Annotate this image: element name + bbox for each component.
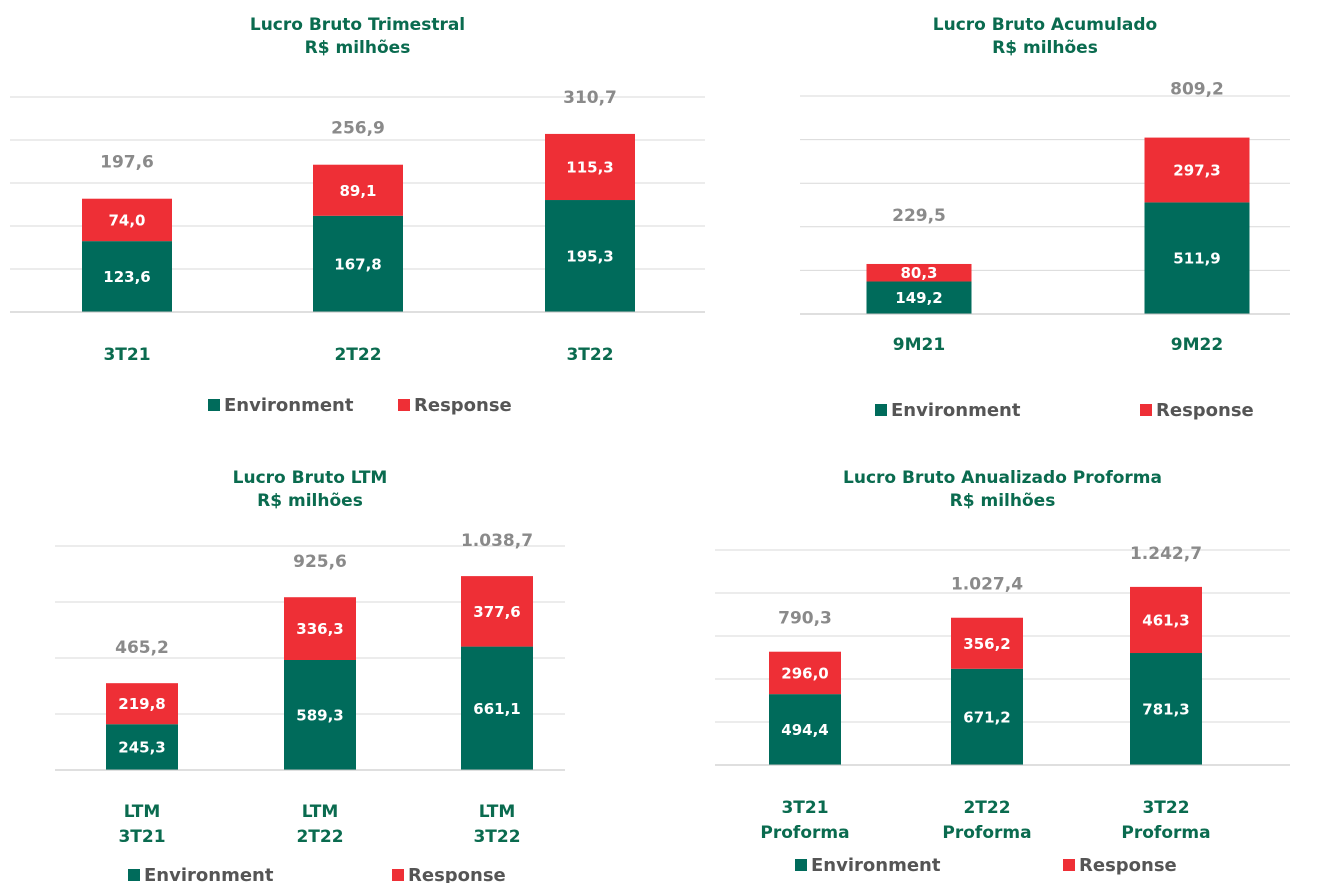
bar-segment <box>82 198 172 242</box>
legend-label: Response <box>408 865 506 883</box>
legend-swatch <box>392 869 404 881</box>
category-label: 2T22 <box>334 345 381 365</box>
total-label: 310,7 <box>563 88 617 108</box>
bar-segment <box>284 659 356 770</box>
segment-label: 661,1 <box>473 700 520 718</box>
bar-segment <box>82 241 172 312</box>
chart-title: Lucro Bruto Acumulado <box>933 15 1157 35</box>
total-label: 1.027,4 <box>951 575 1023 595</box>
total-label: 925,6 <box>293 552 347 572</box>
segment-label: 195,3 <box>566 248 613 266</box>
category-label: 3T22 Proforma <box>1121 798 1210 843</box>
chart-subtitle: R$ milhões <box>257 491 363 511</box>
chart-subtitle: R$ milhões <box>950 491 1056 511</box>
bar-segment <box>1130 586 1202 654</box>
bar-segment <box>866 281 972 314</box>
segment-label: 80,3 <box>900 264 937 282</box>
segment-label: 297,3 <box>1173 162 1220 180</box>
bar-segment <box>769 694 841 765</box>
segment-label: 115,3 <box>566 158 613 176</box>
segment-label: 781,3 <box>1142 701 1189 719</box>
segment-label: 377,6 <box>473 603 520 621</box>
total-label: 1.242,7 <box>1130 544 1202 564</box>
bar-segment <box>313 164 403 216</box>
total-label: 229,5 <box>892 206 946 226</box>
total-label: 256,9 <box>331 119 385 139</box>
segment-label: 167,8 <box>334 255 381 273</box>
legend-label: Response <box>414 395 512 416</box>
segment-label: 123,6 <box>103 268 150 286</box>
total-label: 790,3 <box>778 609 832 629</box>
legend-label: Environment <box>891 400 1021 421</box>
legend-label: Environment <box>811 855 941 876</box>
legend-swatch <box>875 404 887 416</box>
segment-label: 219,8 <box>118 695 165 713</box>
legend-swatch <box>1063 859 1075 871</box>
segment-label: 461,3 <box>1142 611 1189 629</box>
bar-segment <box>284 597 356 660</box>
category-label: 2T22 Proforma <box>942 798 1031 843</box>
category-label: LTM 3T22 <box>473 802 520 847</box>
segment-label: 336,3 <box>296 620 343 638</box>
segment-label: 74,0 <box>108 211 145 229</box>
bar-segment <box>769 651 841 695</box>
legend-label: Response <box>1079 855 1177 876</box>
bar-segment <box>106 724 178 770</box>
category-label: 3T22 <box>566 345 613 365</box>
total-label: 465,2 <box>115 638 169 658</box>
chart-title: Lucro Bruto LTM <box>233 468 388 488</box>
legend-swatch <box>398 399 410 411</box>
segment-label: 589,3 <box>296 706 343 724</box>
legend-label: Environment <box>224 395 354 416</box>
legend-swatch <box>128 869 140 881</box>
segment-label: 511,9 <box>1173 250 1220 268</box>
total-label: 1.038,7 <box>461 531 533 551</box>
segment-label: 296,0 <box>781 664 828 682</box>
segment-label: 671,2 <box>963 708 1010 726</box>
bar-segment <box>461 646 533 770</box>
bar-segment <box>1144 202 1250 314</box>
segment-label: 245,3 <box>118 739 165 757</box>
segment-label: 89,1 <box>339 182 376 200</box>
total-label: 809,2 <box>1170 80 1224 100</box>
chart-title: Lucro Bruto Anualizado Proforma <box>843 468 1162 488</box>
segment-label: 494,4 <box>781 721 828 739</box>
category-label: 9M21 <box>893 335 945 355</box>
chart-subtitle: R$ milhões <box>992 38 1098 58</box>
category-label: 9M22 <box>1171 335 1223 355</box>
bar-segment <box>951 668 1023 765</box>
bar-segment <box>545 133 635 201</box>
legend-swatch <box>208 399 220 411</box>
category-label: 3T21 <box>103 345 150 365</box>
bar-segment <box>461 576 533 647</box>
segment-label: 356,2 <box>963 635 1010 653</box>
legend-swatch <box>795 859 807 871</box>
bar-segment <box>545 200 635 312</box>
chart-subtitle: R$ milhões <box>305 38 411 58</box>
bar-segment <box>951 617 1023 669</box>
segment-label: 149,2 <box>895 289 942 307</box>
legend-label: Environment <box>144 865 274 883</box>
bar-segment <box>106 683 178 725</box>
category-label: LTM 3T21 <box>118 802 165 847</box>
total-label: 197,6 <box>100 153 154 173</box>
chart-title: Lucro Bruto Trimestral <box>250 15 465 35</box>
bar-segment <box>313 215 403 312</box>
category-label: LTM 2T22 <box>296 802 343 847</box>
category-label: 3T21 Proforma <box>760 798 849 843</box>
bar-segment <box>866 263 972 282</box>
bar-segment <box>1144 137 1250 203</box>
bar-segment <box>1130 653 1202 765</box>
legend-swatch <box>1140 404 1152 416</box>
legend-label: Response <box>1156 400 1254 421</box>
